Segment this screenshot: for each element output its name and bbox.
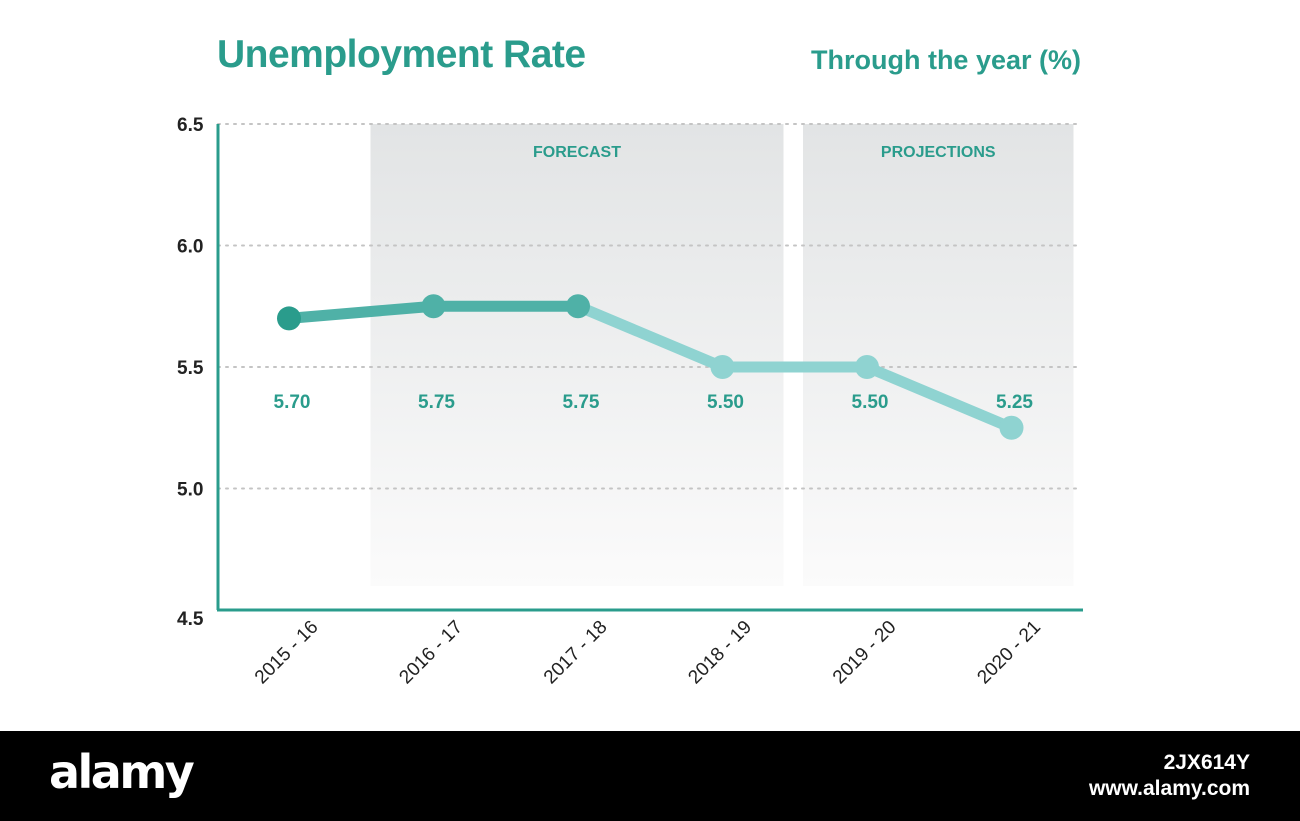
- image-id: 2JX614Y: [1163, 751, 1250, 774]
- data-point: [999, 415, 1024, 440]
- data-label: 5.25: [996, 392, 1033, 413]
- data-label: 5.70: [274, 392, 311, 413]
- series-line-segment: [572, 300, 728, 373]
- data-point: [421, 294, 446, 319]
- band-label: PROJECTIONS: [881, 144, 996, 161]
- y-tick-label: 6.0: [177, 237, 203, 258]
- series-line-segment: [861, 361, 1017, 434]
- series-line-segment: [283, 300, 439, 324]
- data-point: [710, 355, 735, 379]
- y-tick-label: 4.5: [177, 609, 204, 630]
- data-point: [277, 306, 301, 331]
- shaded-band: [370, 124, 784, 586]
- x-tick-label: 2020 - 21: [973, 617, 1045, 689]
- data-label: 5.50: [852, 392, 889, 413]
- x-tick-label: 2015 - 16: [251, 617, 323, 689]
- data-point: [566, 294, 590, 319]
- y-tick-label: 5.0: [177, 480, 203, 501]
- band-layer: FORECAST PROJECTIONS: [370, 124, 1074, 586]
- grid-layer: [217, 123, 1083, 490]
- data-label: 5.75: [563, 392, 600, 413]
- y-tick-label: 6.5: [177, 115, 204, 136]
- x-tick-label: 2018 - 19: [684, 617, 756, 689]
- data-label: 5.75: [418, 392, 455, 413]
- point-layer: [277, 294, 1024, 440]
- data-point: [855, 355, 879, 379]
- x-tick-label: 2019 - 20: [829, 617, 901, 689]
- x-tick-label: 2016 - 17: [395, 617, 467, 689]
- x-tick-label: 2017 - 18: [540, 617, 612, 689]
- alamy-logo: alamy: [49, 745, 195, 799]
- label-layer: 5.70 5.75 5.75 5.50 5.50 5.25: [274, 392, 1034, 413]
- footer-bar: alamy 2JX614Y www.alamy.com: [0, 731, 1300, 821]
- band-label: FORECAST: [533, 144, 621, 161]
- chart-subtitle: Through the year (%): [810, 45, 1081, 75]
- chart-plot: FORECAST PROJECTIONS 4.5 5.0 5.5 6.0 6.5 2015 …: [177, 115, 1083, 689]
- chart-title: Unemployment Rate: [217, 33, 586, 76]
- y-tick-label: 5.5: [177, 358, 204, 379]
- footer-url: www.alamy.com: [1088, 777, 1250, 800]
- data-label: 5.50: [707, 392, 744, 413]
- line-layer: [283, 300, 1017, 434]
- shaded-band: [803, 124, 1074, 586]
